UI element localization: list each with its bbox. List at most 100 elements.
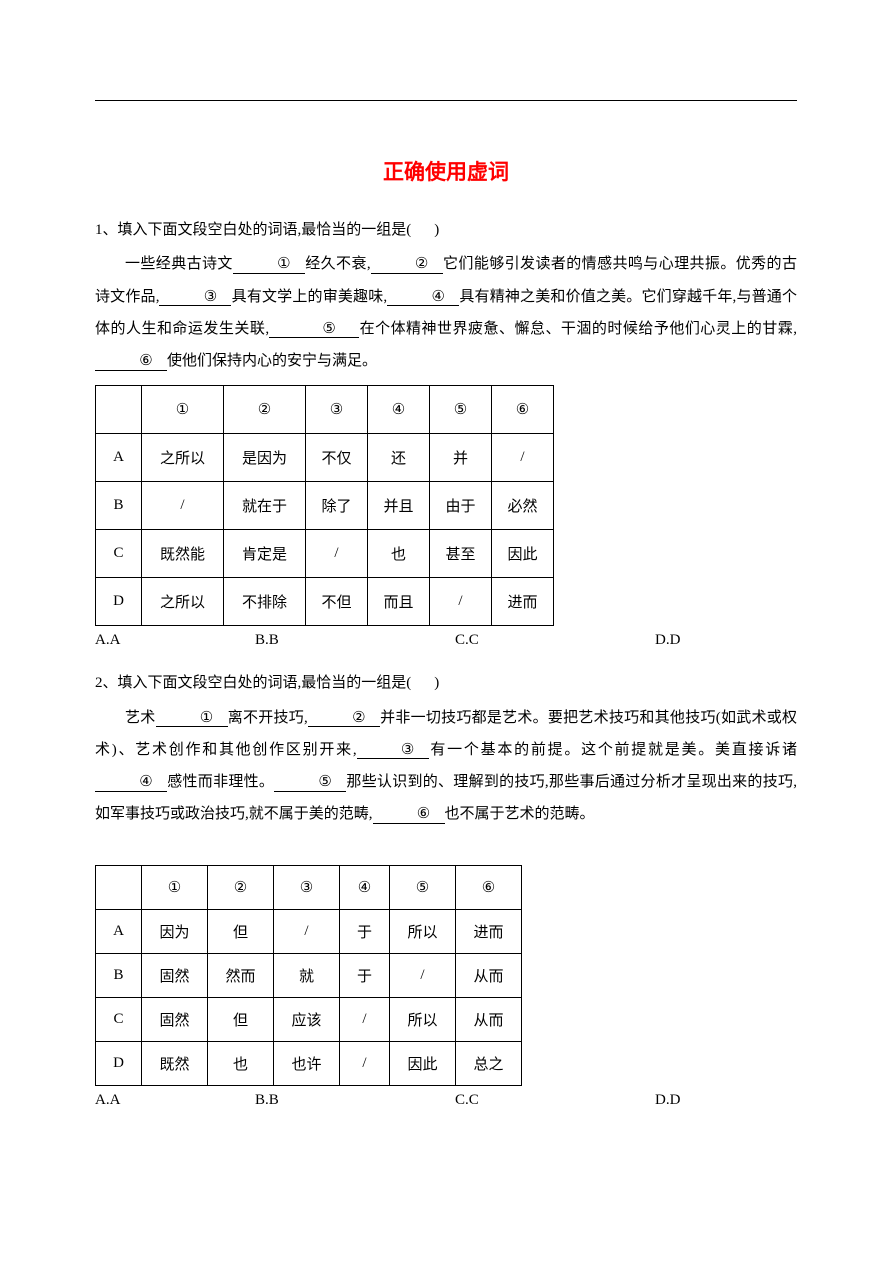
table-cell: 然而	[208, 953, 274, 997]
q1-blank-4: ④	[387, 290, 459, 307]
table-header-cell	[96, 865, 142, 909]
table-cell: 于	[340, 953, 390, 997]
table-cell: 肯定是	[224, 530, 306, 578]
document-page: 正确使用虚词 1、填入下面文段空白处的词语,最恰当的一组是( ) 一些经典古诗文…	[0, 0, 892, 1187]
table-header-cell: ③	[306, 386, 368, 434]
page-title: 正确使用虚词	[95, 156, 797, 186]
q2-blank-3: ③	[357, 743, 429, 760]
table-cell: 既然	[142, 1041, 208, 1085]
table-cell: /	[340, 1041, 390, 1085]
table-cell: D	[96, 578, 142, 626]
q1-choice-b: B.B	[255, 632, 455, 649]
q1-blank-6: ⑥	[95, 354, 167, 371]
q2-stem-prefix: 2、填入下面文段空白处的词语,最恰当的一组是(	[95, 675, 411, 691]
table-cell: A	[96, 434, 142, 482]
table-cell: 之所以	[142, 578, 224, 626]
table-header-cell: ④	[340, 865, 390, 909]
question-2: 2、填入下面文段空白处的词语,最恰当的一组是( ) 艺术①离不开技巧,②并非一切…	[95, 667, 797, 1108]
table-header-cell: ②	[224, 386, 306, 434]
q1-blank-2: ②	[371, 257, 443, 274]
q2-choice-a: A.A	[95, 1092, 255, 1109]
q1-blank-1: ①	[233, 257, 305, 274]
q1-options-table: ①②③④⑤⑥A之所以是因为不仅还并/B/就在于除了并且由于必然C既然能肯定是/也…	[95, 385, 554, 626]
q1-stem: 1、填入下面文段空白处的词语,最恰当的一组是( )	[95, 214, 797, 246]
table-header-cell	[96, 386, 142, 434]
table-header-cell: ③	[274, 865, 340, 909]
q2-blank-1: ①	[156, 711, 228, 728]
q2-stem-suffix: )	[434, 675, 439, 691]
q2-stem: 2、填入下面文段空白处的词语,最恰当的一组是( )	[95, 667, 797, 699]
table-header-cell: ⑥	[492, 386, 554, 434]
q2-passage: 艺术①离不开技巧,②并非一切技巧都是艺术。要把艺术技巧和其他技巧(如武术或权术)…	[95, 702, 797, 831]
q1-text-6: 具有文学上的审美趣味,	[231, 289, 387, 305]
table-header-cell: ②	[208, 865, 274, 909]
q2-blank-6: ⑥	[373, 807, 445, 824]
table-cell: 不仅	[306, 434, 368, 482]
table-cell: C	[96, 997, 142, 1041]
table-cell: 从而	[456, 953, 522, 997]
table-cell: B	[96, 953, 142, 997]
q1-text-2: 经久不衰,	[305, 256, 371, 272]
table-cell: 应该	[274, 997, 340, 1041]
table-cell: 因为	[142, 909, 208, 953]
q1-choice-a: A.A	[95, 632, 255, 649]
q1-stem-prefix: 1、填入下面文段空白处的词语,最恰当的一组是(	[95, 222, 411, 238]
q1-choice-c: C.C	[455, 632, 655, 649]
q1-text-0: 一些经典古诗文	[125, 256, 233, 272]
q2-paren-space	[411, 675, 434, 691]
table-header-cell: ⑥	[456, 865, 522, 909]
q2-options-table: ①②③④⑤⑥A因为但/于所以进而B固然然而就于/从而C固然但应该/所以从而D既然…	[95, 865, 522, 1086]
table-cell: 也许	[274, 1041, 340, 1085]
table-cell: /	[340, 997, 390, 1041]
table-cell: 所以	[390, 997, 456, 1041]
q2-choice-c: C.C	[455, 1092, 655, 1109]
table-cell: 并且	[368, 482, 430, 530]
q1-blank-3: ③	[159, 290, 231, 307]
q2-text-0: 艺术	[125, 710, 156, 726]
table-cell: 于	[340, 909, 390, 953]
table-header-cell: ④	[368, 386, 430, 434]
q1-passage: 一些经典古诗文①经久不衰,②它们能够引发读者的情感共鸣与心理共振。优秀的古诗文作…	[95, 248, 797, 377]
table-cell: /	[492, 434, 554, 482]
table-cell: 总之	[456, 1041, 522, 1085]
table-cell: A	[96, 909, 142, 953]
q1-text-12: 使他们保持内心的安宁与满足。	[167, 353, 377, 369]
table-cell: 从而	[456, 997, 522, 1041]
table-header-cell: ⑤	[430, 386, 492, 434]
q1-choice-row: A.A B.B C.C D.D	[95, 632, 797, 649]
table-cell: 但	[208, 997, 274, 1041]
q2-choice-row: A.A B.B C.C D.D	[95, 1092, 797, 1109]
table-cell: 但	[208, 909, 274, 953]
table-cell: 之所以	[142, 434, 224, 482]
table-cell: 因此	[390, 1041, 456, 1085]
table-cell: B	[96, 482, 142, 530]
q2-gap	[95, 837, 797, 857]
table-cell: 既然能	[142, 530, 224, 578]
q2-choice-d: D.D	[655, 1092, 680, 1109]
table-cell: 也	[368, 530, 430, 578]
table-cell: 就在于	[224, 482, 306, 530]
q2-blank-5: ⑤	[274, 775, 346, 792]
table-cell: 甚至	[430, 530, 492, 578]
table-cell: /	[430, 578, 492, 626]
table-cell: 由于	[430, 482, 492, 530]
table-cell: /	[142, 482, 224, 530]
table-cell: 固然	[142, 997, 208, 1041]
table-cell: 必然	[492, 482, 554, 530]
table-header-cell: ①	[142, 386, 224, 434]
table-cell: 因此	[492, 530, 554, 578]
table-cell: 就	[274, 953, 340, 997]
table-cell: 进而	[492, 578, 554, 626]
q1-stem-suffix: )	[434, 222, 439, 238]
table-cell: C	[96, 530, 142, 578]
table-cell: /	[390, 953, 456, 997]
table-cell: 也	[208, 1041, 274, 1085]
table-cell: /	[306, 530, 368, 578]
table-cell: 进而	[456, 909, 522, 953]
table-cell: 不排除	[224, 578, 306, 626]
table-cell: 还	[368, 434, 430, 482]
top-rule	[95, 100, 797, 101]
table-cell: 是因为	[224, 434, 306, 482]
q2-blank-4: ④	[95, 775, 167, 792]
question-1: 1、填入下面文段空白处的词语,最恰当的一组是( ) 一些经典古诗文①经久不衰,②…	[95, 214, 797, 649]
